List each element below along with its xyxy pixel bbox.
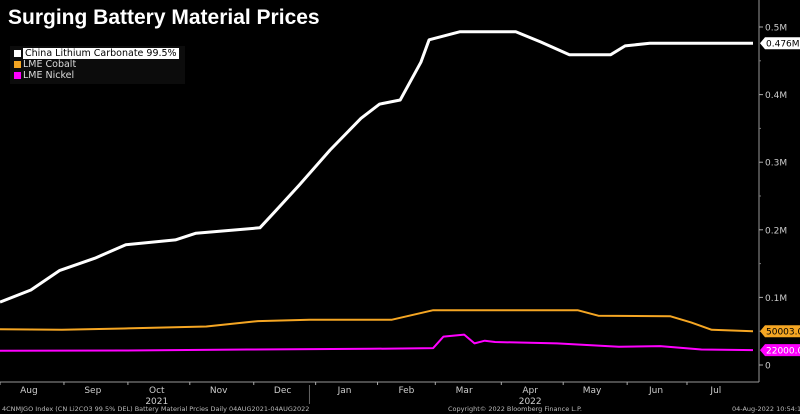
last-value-tag <box>760 325 800 338</box>
x-tick-label: Apr <box>522 386 538 396</box>
legend: China Lithium Carbonate 99.5% LME Cobalt… <box>10 46 185 84</box>
legend-swatch <box>14 72 21 79</box>
series-line-2 <box>0 333 754 352</box>
x-tick-label: Sep <box>84 386 101 396</box>
y-tick-label: 0.4M <box>765 91 787 101</box>
legend-swatch <box>14 61 21 68</box>
x-tick-label: Jan <box>337 386 352 396</box>
legend-item-lithium[interactable]: China Lithium Carbonate 99.5% <box>14 48 179 59</box>
x-tick-label: Aug <box>20 386 38 396</box>
x-tick-label: Feb <box>398 386 414 396</box>
x-tick-label: May <box>583 386 602 396</box>
chart-title: Surging Battery Material Prices <box>8 6 320 29</box>
last-value-tag <box>760 37 800 50</box>
legend-label: LME Nickel <box>23 70 75 81</box>
last-value-label: 0.476M <box>766 40 800 50</box>
legend-item-nickel[interactable]: LME Nickel <box>14 70 179 81</box>
legend-label: China Lithium Carbonate 99.5% <box>23 48 179 59</box>
x-tick-label: Mar <box>456 386 473 396</box>
last-value-label: 22000.00 <box>766 347 800 357</box>
x-year-label: 2022 <box>519 397 542 407</box>
x-year-label: 2021 <box>145 397 168 407</box>
y-tick-label: 0.5M <box>765 24 787 34</box>
x-tick-label: Jun <box>648 386 663 396</box>
last-value-label: 50003.00 <box>766 328 800 338</box>
x-tick-label: Nov <box>210 386 228 396</box>
legend-label: LME Cobalt <box>23 59 77 70</box>
x-tick-label: Oct <box>149 386 165 396</box>
y-tick-label: 0 <box>765 362 771 372</box>
x-tick-label: Dec <box>274 386 291 396</box>
y-tick-label: 0.3M <box>765 159 787 169</box>
y-tick-label: 0.2M <box>765 226 787 236</box>
footer-timestamp: 04-Aug-2022 10:54:1 <box>732 405 800 413</box>
last-value-tag <box>760 344 800 357</box>
y-tick-label: 0.1M <box>765 294 787 304</box>
footer-source: 4CNMJGO Index (CN Li2CO3 99.5% DEL) Batt… <box>2 405 310 413</box>
series-line-1 <box>0 309 754 333</box>
legend-swatch <box>14 50 21 57</box>
series-line-0 <box>0 30 753 304</box>
footer-copyright: Copyright© 2022 Bloomberg Finance L.P. <box>448 405 582 413</box>
legend-item-cobalt[interactable]: LME Cobalt <box>14 59 179 70</box>
x-tick-label: Jul <box>709 386 721 396</box>
